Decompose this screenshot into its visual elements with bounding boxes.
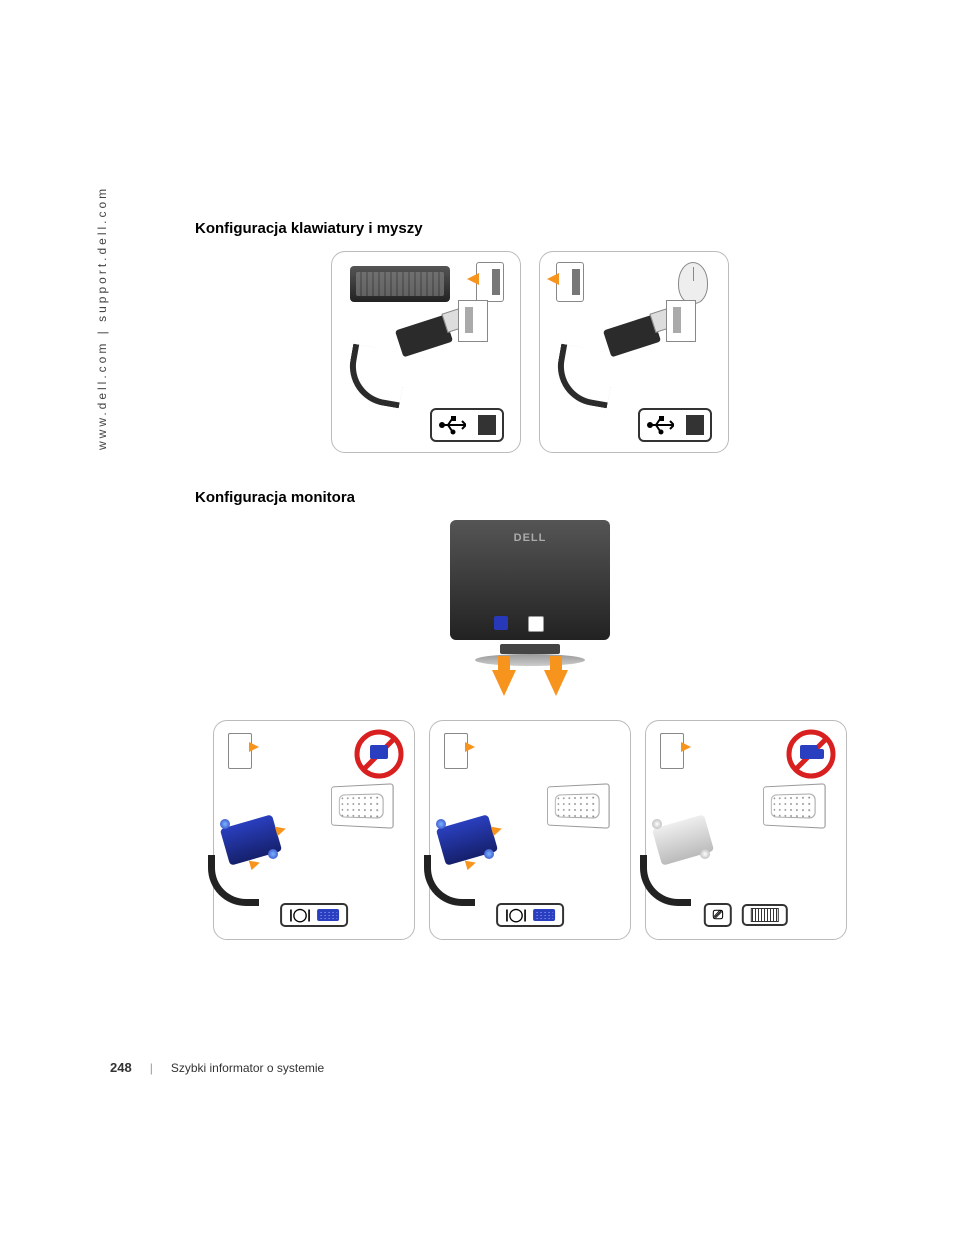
vga-text-glyph: |◯|: [505, 907, 527, 923]
section1-heading: Konfiguracja klawiatury i myszy: [195, 220, 865, 237]
vga-connector-glyph: [533, 909, 555, 921]
arrow-down-icon: [544, 670, 568, 696]
keyboard-mouse-diagram: [195, 251, 865, 453]
vga-plug-icon: [224, 821, 304, 871]
panel-vga-option-b: |◯|: [429, 720, 631, 940]
panel-keyboard-usb: [331, 251, 521, 453]
vga-port-white-icon: [547, 783, 609, 829]
tower-clip-icon: [476, 262, 504, 302]
keyboard-icon: [350, 266, 450, 302]
prohibit-icon: [786, 729, 836, 779]
prohibit-icon: [354, 729, 404, 779]
monitor-port-dvi: [528, 616, 544, 632]
tower-mini-icon: [660, 733, 684, 769]
vga-connector-glyph: [317, 909, 339, 921]
panel-vga-option-a: |◯|: [213, 720, 415, 940]
tower-mini-icon: [444, 733, 468, 769]
panel-mouse-usb: [539, 251, 729, 453]
usb-connector-illustration: [358, 312, 488, 392]
mouse-icon: [678, 262, 708, 304]
usb-trident-icon: [438, 415, 466, 435]
dvi-port-icon: [763, 783, 825, 829]
usb-badge: [430, 408, 504, 442]
monitor-port-vga: [494, 616, 508, 630]
tower-clip-icon: [556, 262, 584, 302]
usb-badge: [638, 408, 712, 442]
down-arrows: [492, 670, 568, 696]
monitor-brand-label: DELL: [514, 532, 547, 544]
page-footer: 248 | Szybki informator o systemie: [110, 1060, 324, 1075]
dvi-plug-icon: [656, 821, 736, 871]
vga-port-icon: [331, 783, 393, 829]
port-badge: |◯|: [496, 903, 564, 927]
vga-plug-icon: [440, 821, 520, 871]
footer-separator: |: [150, 1061, 153, 1075]
port-badge: ⎚: [704, 903, 788, 927]
vga-text-glyph: |◯|: [289, 907, 311, 923]
usb-trident-icon: [646, 415, 674, 435]
section2-heading: Konfiguracja monitora: [195, 489, 865, 506]
usb-connector-illustration: [566, 312, 696, 392]
tower-mini-icon: [228, 733, 252, 769]
footer-title: Szybki informator o systemie: [171, 1061, 324, 1075]
sidebar-url: www.dell.com | support.dell.com: [95, 186, 109, 450]
dvi-text-glyph: ⎚: [713, 907, 723, 923]
arrow-down-icon: [492, 670, 516, 696]
monitor-icon: DELL: [450, 520, 610, 666]
dvi-connector-glyph: [751, 908, 779, 922]
port-badge: |◯|: [280, 903, 348, 927]
page-number: 248: [110, 1060, 132, 1075]
monitor-setup-diagram: DELL: [195, 520, 865, 990]
panel-dvi-option: ⎚: [645, 720, 847, 940]
